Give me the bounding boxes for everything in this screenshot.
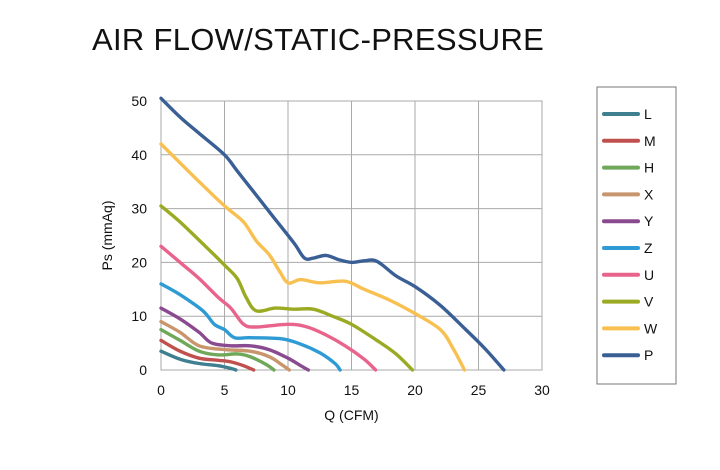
- y-tick-label: 50: [131, 93, 147, 109]
- legend-label-l: L: [644, 106, 652, 122]
- x-tick-label: 15: [344, 382, 360, 398]
- series-line-h: [159, 327, 276, 372]
- series-line-x: [159, 319, 291, 372]
- series-line-y: [159, 306, 310, 372]
- x-tick-label: 30: [534, 382, 550, 398]
- x-axis-label: Q (CFM): [324, 407, 378, 423]
- x-tick-label: 5: [221, 382, 229, 398]
- legend-label-m: M: [644, 133, 656, 149]
- legend-label-w: W: [644, 320, 658, 336]
- legend-box: [596, 86, 677, 385]
- legend-label-p: P: [644, 347, 653, 363]
- series-line-u: [159, 244, 378, 372]
- series-line-w: [159, 142, 467, 372]
- y-tick-label: 30: [131, 201, 147, 217]
- y-tick-label: 20: [131, 254, 147, 270]
- series-line-v: [159, 204, 415, 372]
- x-tick-label: 10: [280, 382, 296, 398]
- legend-label-z: Z: [644, 240, 653, 256]
- grid: [160, 100, 543, 371]
- series-line-l: [159, 349, 238, 372]
- legend-label-u: U: [644, 267, 654, 283]
- y-tick-label: 10: [131, 308, 147, 324]
- tick-labels: 0 5 10 15 20 25 30 0 10 20 30 40 50: [131, 93, 550, 398]
- series-line-z: [159, 282, 342, 372]
- chart-title: AIR FLOW/STATIC-PRESSURE: [92, 22, 545, 57]
- legend-label-x: X: [644, 186, 654, 202]
- legend-label-h: H: [644, 160, 654, 176]
- x-tick-label: 0: [157, 382, 165, 398]
- x-tick-label: 25: [471, 382, 487, 398]
- y-tick-label: 0: [139, 362, 147, 378]
- series-lines: [159, 96, 506, 372]
- legend-label-v: V: [644, 294, 654, 310]
- y-tick-label: 40: [131, 147, 147, 163]
- y-axis-label: Ps (mmAq): [99, 201, 115, 271]
- x-tick-label: 20: [407, 382, 423, 398]
- legend-label-y: Y: [644, 213, 654, 229]
- series-line-m: [159, 338, 256, 372]
- series-line-p: [159, 96, 506, 372]
